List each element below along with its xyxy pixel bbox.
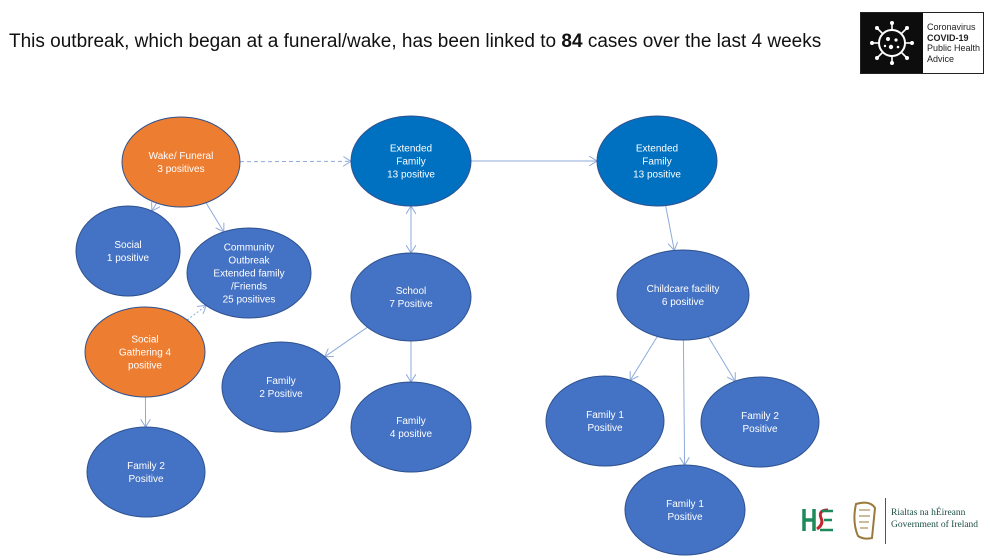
node-family1b: Family 1 Positive <box>624 464 746 556</box>
edge-childcare-to-family1b <box>683 339 684 465</box>
node-family1a-label-line: Positive <box>587 423 622 434</box>
node-social-shape <box>75 205 181 297</box>
node-family4-label-line: Family <box>396 416 425 427</box>
node-family4-shape <box>350 381 472 473</box>
node-family4: Family 4 positive <box>350 381 472 473</box>
node-gathering-label-line: Gathering 4 <box>119 348 172 359</box>
node-family1b-shape <box>624 464 746 556</box>
edge-childcare-to-family2c <box>707 336 735 382</box>
node-wake-shape <box>121 116 241 208</box>
node-community: Community Outbreak Extended family/Friends… <box>186 227 312 319</box>
node-gathering: Social Gathering 4 positive <box>84 306 206 398</box>
node-family2c-label-line: Family 2 <box>741 411 779 422</box>
covid-badge-line1: Coronavirus <box>927 22 976 32</box>
node-wake: Wake/ Funeral 3 positives <box>121 116 241 208</box>
hse-logo <box>802 508 833 532</box>
node-community-shape <box>186 227 312 319</box>
node-school-label-line: School <box>396 286 427 297</box>
government-wordmark: Rialtas na hÉireann Government of Irelan… <box>891 507 991 531</box>
government-line1: Rialtas na hÉireann <box>891 508 966 518</box>
node-ext1: Extended Family 13 positive <box>350 115 472 207</box>
node-family2a-label-line: Family 2 <box>127 461 165 472</box>
node-childcare-label-line: Childcare facility <box>647 284 720 295</box>
node-childcare-shape <box>616 249 750 341</box>
node-school-label-line: 7 Positive <box>389 299 433 310</box>
edge-ext2-to-childcare <box>665 205 675 251</box>
node-family2b: Family 2 Positive <box>221 341 341 433</box>
node-wake-label-line: Wake/ Funeral <box>149 151 214 162</box>
node-ext2-shape <box>596 115 718 207</box>
covid-advice-badge: Coronavirus COVID-19 Public Health Advic… <box>860 12 984 74</box>
node-family2c: Family 2 Positive <box>700 376 820 468</box>
edges-layer <box>145 161 735 465</box>
node-family2a-shape <box>86 426 206 518</box>
edge-gathering-to-community <box>186 306 206 321</box>
node-family1a-shape <box>545 375 665 467</box>
node-school: School 7 Positive <box>350 252 472 342</box>
node-wake-label-line: 3 positives <box>157 164 204 175</box>
node-ext2-label-line: 13 positive <box>633 170 681 181</box>
node-social-label-line: Social <box>114 240 141 251</box>
harp-emblem-icon <box>853 501 877 540</box>
edge-wake-to-social <box>152 203 157 211</box>
node-family2b-shape <box>221 341 341 433</box>
node-ext1-label-line: Family <box>396 157 425 168</box>
node-gathering-label-line: Social <box>131 335 158 346</box>
node-ext1-label-line: Extended <box>390 144 432 155</box>
node-school-shape <box>350 252 472 342</box>
government-line2: Government of Ireland <box>891 520 979 530</box>
node-community-label-line: 25 positives <box>223 295 276 306</box>
covid-badge-line2: COVID-19 <box>927 32 969 43</box>
node-family4-label-line: 4 positive <box>390 429 433 440</box>
headline-text-after: cases over the last 4 weeks <box>582 31 822 52</box>
node-gathering-shape <box>84 306 206 398</box>
headline-text-before: This outbreak, which began at a funeral/… <box>9 31 562 52</box>
edge-school-to-family2b <box>325 326 368 357</box>
node-family2b-label-line: Family <box>266 376 295 387</box>
node-ext2-label-line: Extended <box>636 144 678 155</box>
node-community-label-line: Community <box>224 243 275 254</box>
node-family2a: Family 2 Positive <box>86 426 206 518</box>
node-ext1-shape <box>350 115 472 207</box>
government-divider <box>885 498 886 544</box>
node-ext2: Extended Family 13 positive <box>596 115 718 207</box>
node-family2b-label-line: 2 Positive <box>259 389 303 400</box>
node-social: Social 1 positive <box>75 205 181 297</box>
node-ext2-label-line: Family <box>642 157 671 168</box>
nodes-layer: Wake/ Funeral 3 positives Social 1 positive… <box>75 115 820 556</box>
edge-childcare-to-family1a <box>630 336 658 381</box>
node-community-label-line: /Friends <box>231 282 267 293</box>
node-gathering-label-line: positive <box>128 361 162 372</box>
node-childcare: Childcare facility 6 positive <box>616 249 750 341</box>
node-family1b-label-line: Positive <box>667 512 702 523</box>
covid-badge-line4: Advice <box>927 53 955 64</box>
node-community-label-line: Outbreak <box>228 256 270 267</box>
node-family2a-label-line: Positive <box>128 474 163 485</box>
covid-badge-text: Coronavirus COVID-19 Public Health Advic… <box>927 22 985 64</box>
node-family2c-label-line: Positive <box>742 424 777 435</box>
headline-case-count: 84 <box>561 31 583 52</box>
headline: This outbreak, which began at a funeral/… <box>9 31 849 53</box>
virus-icon <box>861 13 923 73</box>
covid-badge-line3: Public Health <box>927 43 981 53</box>
node-community-label-line: Extended family <box>213 269 284 280</box>
node-ext1-label-line: 13 positive <box>387 170 435 181</box>
node-childcare-label-line: 6 positive <box>662 297 705 308</box>
node-family1a-label-line: Family 1 <box>586 410 624 421</box>
edge-wake-to-community <box>205 202 224 232</box>
node-family1b-label-line: Family 1 <box>666 499 704 510</box>
node-social-label-line: 1 positive <box>107 253 150 264</box>
node-family2c-shape <box>700 376 820 468</box>
node-family1a: Family 1 Positive <box>545 375 665 467</box>
